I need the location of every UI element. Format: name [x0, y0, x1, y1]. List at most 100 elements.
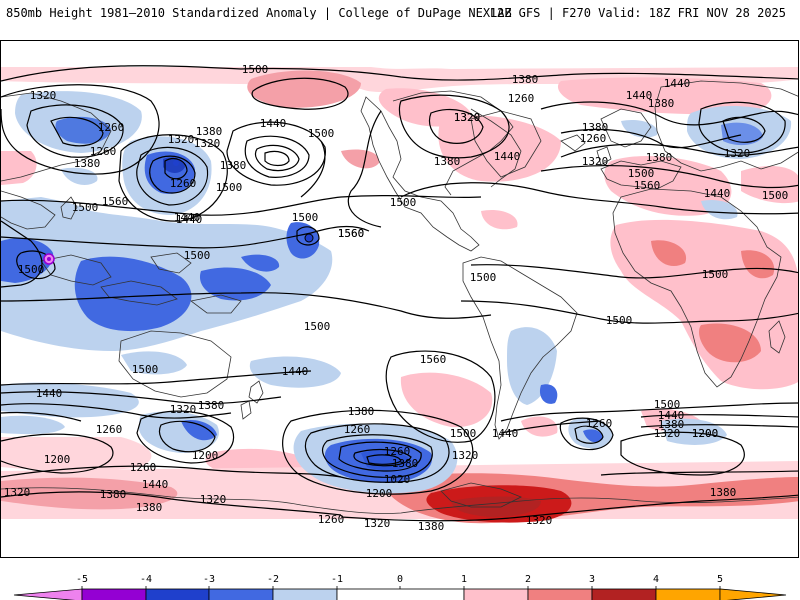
- contour-label: 1260: [170, 177, 197, 190]
- cyclone-centers: [43, 160, 314, 265]
- colorbar-tick: 3: [589, 574, 595, 585]
- contour-label: 1200: [366, 487, 393, 500]
- contour-label: 1380: [582, 121, 609, 134]
- contour-label: 1380: [74, 157, 101, 170]
- contour-label: 1500: [292, 211, 319, 224]
- contour-label: 1260: [318, 513, 345, 526]
- colorbar-swatch: [145, 588, 210, 600]
- contour-label: 1380: [392, 457, 419, 470]
- colorbar-swatch: [527, 588, 593, 600]
- contour-label: 1560: [420, 353, 447, 366]
- contour-label: 1380: [648, 97, 675, 110]
- contour-label: 1500: [242, 63, 269, 76]
- contour-label: 1260: [508, 92, 535, 105]
- colorbar-tick: -4: [140, 574, 152, 585]
- contour-label: 1320: [454, 111, 481, 124]
- contour-label: 1320: [526, 514, 553, 527]
- contour-label: 1380: [348, 405, 375, 418]
- contour-label: 1440: [174, 211, 201, 224]
- contour-label: 1440: [626, 89, 653, 102]
- colorbar: -5 -4 -3 -2 -1 0 1 2 3 4 5: [13, 574, 787, 600]
- contour-label: 1200: [692, 427, 719, 440]
- contour-label: 1320: [724, 147, 751, 160]
- colorbar-ticks: -5 -4 -3 -2 -1 0 1 2 3 4 5: [76, 574, 723, 585]
- colorbar-swatch: [463, 588, 529, 600]
- contour-label: 1320: [4, 486, 31, 499]
- contour-label: 1320: [170, 403, 197, 416]
- colorbar-tick: -1: [331, 574, 343, 585]
- contour-label: 1500: [390, 196, 417, 209]
- contour-label: 1200: [44, 453, 71, 466]
- contour-label: 1260: [96, 423, 123, 436]
- contour-label: 1500: [628, 167, 655, 180]
- contour-label: 1200: [192, 449, 219, 462]
- contour-label: 1380: [196, 125, 223, 138]
- contour-label: 1320: [654, 427, 681, 440]
- anomaly-map: 1500 1380 1320 1260 1440 1380 1320 1260 …: [1, 63, 798, 533]
- map-frame: 1500 1380 1320 1260 1440 1380 1320 1260 …: [0, 40, 799, 558]
- contour-label: 1260: [580, 132, 607, 145]
- contour-label: 1500: [702, 268, 729, 281]
- contour-label: 1320: [364, 517, 391, 530]
- contour-label: 1320: [582, 155, 609, 168]
- contour-label: 1380: [710, 486, 737, 499]
- contour-label: 1500: [132, 363, 159, 376]
- contour-labels: 1500 1380 1320 1260 1440 1380 1320 1260 …: [4, 63, 789, 533]
- contour-label: 1380: [658, 418, 685, 431]
- contour-label: 1320: [30, 89, 57, 102]
- colorbar-tick: -3: [203, 574, 215, 585]
- colorbar-swatch: [591, 588, 657, 600]
- contour-label: 1500: [184, 249, 211, 262]
- contour-label: 1560: [102, 195, 129, 208]
- contour-label: 1440: [704, 187, 731, 200]
- contour-label: 1500: [654, 398, 681, 411]
- contour-label: 1500: [216, 181, 243, 194]
- contour-label: 1320: [452, 449, 479, 462]
- contour-label: 1020: [384, 473, 411, 486]
- contour-label: 1500: [470, 271, 497, 284]
- colorbar-swatch: [336, 588, 465, 600]
- contour-label: 1560: [338, 227, 365, 240]
- colorbar-swatch: [13, 588, 83, 600]
- contour-label: 1320: [200, 493, 227, 506]
- colorbar-tick: 4: [653, 574, 659, 585]
- colorbar-tick: 5: [717, 574, 723, 585]
- colorbar-swatch: [655, 588, 721, 600]
- contour-label: 1560: [338, 227, 365, 240]
- contour-label: 1440: [658, 409, 685, 422]
- contour-label: 1380: [418, 520, 445, 533]
- contour-label: 1440: [494, 150, 521, 163]
- contour-label: 1500: [762, 189, 789, 202]
- contour-label: 1260: [384, 445, 411, 458]
- contour-label: 1380: [434, 155, 461, 168]
- contour-label: 1560: [634, 179, 661, 192]
- contour-label: 1440: [282, 365, 309, 378]
- contour-label: 1320: [168, 133, 195, 146]
- colorbar-swatch: [272, 588, 338, 600]
- contour-label: 1440: [36, 387, 63, 400]
- contour-label: 1260: [90, 145, 117, 158]
- contour-label: 1320: [194, 137, 221, 150]
- height-contours: [1, 65, 798, 522]
- model-run-info: 12Z GFS | F270 Valid: 18Z FRI NOV 28 202…: [489, 6, 786, 20]
- contour-label: 1440: [492, 427, 519, 440]
- contour-label: 1380: [100, 488, 127, 501]
- contour-label: 1440: [260, 117, 287, 130]
- contour-label: 1380: [646, 151, 673, 164]
- contour-label: 1380: [136, 501, 163, 514]
- colorbar-tick-marks: [81, 586, 721, 589]
- contour-label: 1320: [454, 111, 481, 124]
- colorbar-tick: 1: [461, 574, 467, 585]
- colorbar-tick: -2: [267, 574, 279, 585]
- colorbar-swatches: [13, 588, 787, 600]
- contour-label: 1200: [692, 427, 719, 440]
- contour-label: 1260: [586, 417, 613, 430]
- contour-label: 1380: [198, 399, 225, 412]
- contour-label: 1260: [130, 461, 157, 474]
- colorbar-swatch: [208, 588, 274, 600]
- contour-label: 1500: [72, 201, 99, 214]
- contour-label: 1500: [304, 320, 331, 333]
- colorbar-swatch: [81, 588, 147, 600]
- contour-label: 1500: [450, 427, 477, 440]
- contour-label: 1440: [176, 213, 203, 226]
